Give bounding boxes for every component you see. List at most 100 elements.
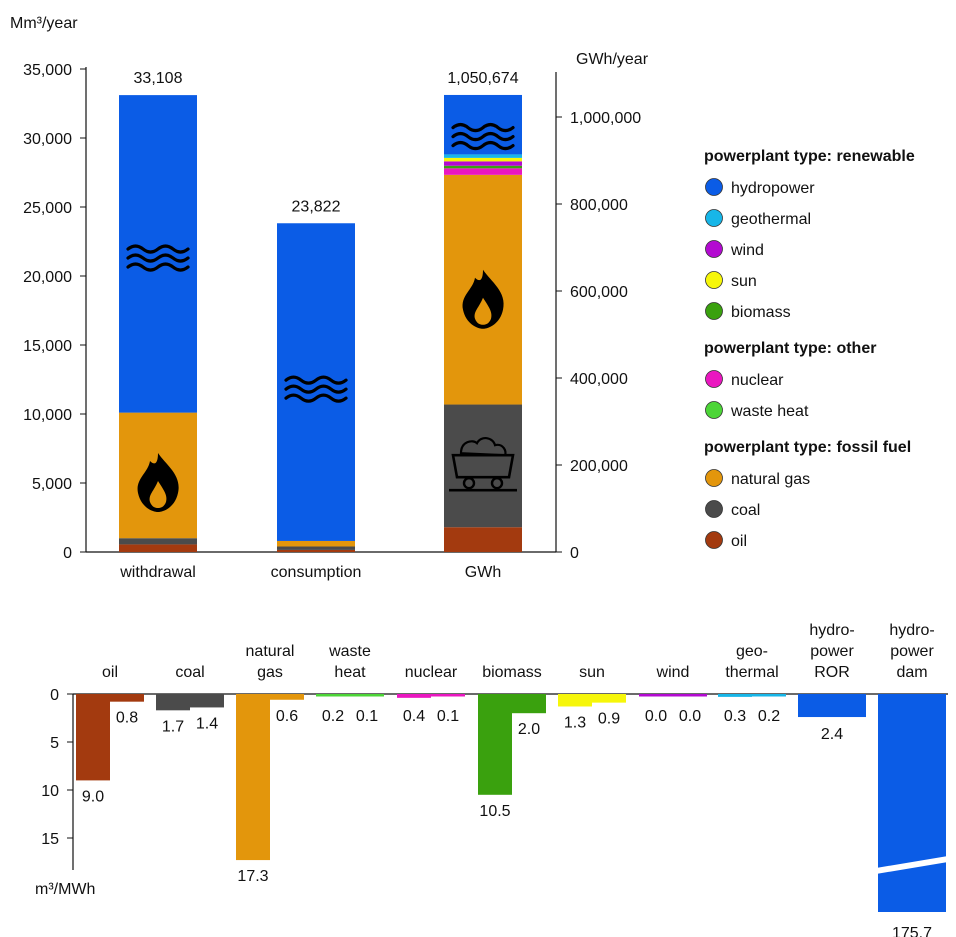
wave-line <box>284 393 348 403</box>
bar-value-label: 0.8 <box>116 710 138 727</box>
bar-value-label: 0.4 <box>403 708 425 725</box>
legend-swatch-natural-gas <box>705 469 723 487</box>
bar-geo-thermal-withdrawal <box>718 694 752 697</box>
bottom-tick-label: 0 <box>50 687 59 704</box>
legend-label-geothermal: geothermal <box>731 211 811 228</box>
bar-value-label: 0.3 <box>724 708 746 725</box>
bar-value-label: 17.3 <box>237 868 268 885</box>
group-label-geo-thermal: geo- <box>736 643 768 660</box>
bar-segment-gwh-sun <box>444 157 522 162</box>
bar-natural-gas-withdrawal <box>236 694 270 861</box>
wave-line <box>284 384 348 394</box>
bar-waste-heat-withdrawal <box>316 694 350 697</box>
group-label-nuclear: nuclear <box>405 664 458 681</box>
legend-label-wind: wind <box>730 242 764 259</box>
bar-value-label: 0.0 <box>645 708 667 725</box>
bar-total-label: 33,108 <box>134 70 183 87</box>
axis-break-marker <box>876 856 948 874</box>
right-tick-label: 400,000 <box>570 371 628 388</box>
left-tick-label: 20,000 <box>23 269 72 286</box>
wave-line <box>451 140 515 151</box>
bar-value-label: 0.9 <box>598 711 620 728</box>
bar-value-label: 2.0 <box>518 721 540 738</box>
right-tick-label: 800,000 <box>570 197 628 214</box>
category-label-withdrawal: withdrawal <box>119 564 196 581</box>
left-tick-label: 30,000 <box>23 131 72 148</box>
cart-body <box>451 453 515 479</box>
group-label-oil: oil <box>102 664 118 681</box>
bar-segment-gwh-biomass <box>444 165 522 169</box>
legend-label-nuclear: nuclear <box>731 372 784 389</box>
bar-geo-thermal-consumption <box>752 694 786 697</box>
legend-label-biomass: biomass <box>731 304 791 321</box>
bar-segment-withdrawal-oil <box>119 544 197 552</box>
bar-value-label: 0.1 <box>356 708 378 725</box>
bar-wind-consumption <box>673 694 707 697</box>
flame-inner <box>474 297 492 325</box>
cart-wheel <box>462 476 476 490</box>
wave-line <box>126 253 190 263</box>
bar-hydro-power-ror <box>798 694 866 718</box>
bar-value-label: 175.7 <box>892 925 932 937</box>
bottom-tick-label: 5 <box>50 735 59 752</box>
bar-hydro-power-dam <box>878 694 946 912</box>
bar-wind-withdrawal <box>639 694 673 697</box>
left-tick-label: 35,000 <box>23 62 72 79</box>
legend-swatch-geothermal <box>705 209 723 227</box>
bar-value-label: 1.4 <box>196 715 218 732</box>
bar-segment-gwh-oil <box>444 527 522 552</box>
bottom-tick-label: 15 <box>41 831 59 848</box>
right-tick-label: 1,000,000 <box>570 110 641 127</box>
wave-line <box>126 244 190 254</box>
bar-value-label: 10.5 <box>479 803 510 820</box>
group-label-natural-gas: gas <box>257 664 283 681</box>
legend-label-hydropower: hydropower <box>731 180 815 197</box>
right-tick-label: 200,000 <box>570 458 628 475</box>
bar-segment-withdrawal-coal <box>119 538 197 545</box>
bar-value-label: 9.0 <box>82 788 104 805</box>
coal-pile <box>459 437 507 457</box>
group-label-hydro-power-ror: power <box>810 643 854 660</box>
bar-segment-consumption-natural-gas <box>277 540 355 547</box>
left-tick-label: 15,000 <box>23 338 72 355</box>
bar-segment-gwh-nuclear <box>444 168 522 175</box>
flame-inner <box>149 481 167 508</box>
right-tick-label: 0 <box>570 545 579 562</box>
bar-value-label: 0.6 <box>276 708 298 725</box>
bar-coal-consumption <box>190 694 224 708</box>
left-tick-label: 5,000 <box>32 476 72 493</box>
flame-icon <box>137 453 179 512</box>
group-label-wind: wind <box>656 664 690 681</box>
cart-wheel <box>490 476 504 490</box>
bar-value-label: 2.4 <box>821 726 843 743</box>
legend-heading: powerplant type: renewable <box>704 148 915 165</box>
group-label-biomass: biomass <box>482 664 542 681</box>
legend-swatch-hydropower <box>705 178 723 196</box>
bottom-water-intensity-chart: 0 5 10 15 m³/MWh oil 9.0 0.8 coal 1.7 1.4 natural ga… <box>35 622 948 937</box>
legend-swatch-oil <box>705 531 723 549</box>
wave-line <box>284 375 348 385</box>
bar-biomass-consumption <box>512 694 546 714</box>
bar-nuclear-withdrawal <box>397 694 431 698</box>
legend-swatch-waste-heat <box>705 401 723 419</box>
bottom-axis-label: m³/MWh <box>35 881 95 898</box>
water-waves-icon <box>126 244 190 272</box>
right-tick-label: 600,000 <box>570 284 628 301</box>
flame-icon <box>462 269 504 329</box>
legend-label-natural-gas: natural gas <box>731 471 810 488</box>
bar-segment-gwh-wind <box>444 161 522 166</box>
group-label-hydro-power-ror: ROR <box>814 664 850 681</box>
group-label-hydro-power-dam: hydro- <box>889 622 934 639</box>
legend-swatch-nuclear <box>705 370 723 388</box>
bar-oil-consumption <box>110 694 144 702</box>
left-axis-label: Mm³/year <box>10 15 78 32</box>
bottom-tick-label: 10 <box>41 783 59 800</box>
bar-total-label: 1,050,674 <box>447 70 518 87</box>
left-tick-label: 25,000 <box>23 200 72 217</box>
wave-line <box>126 262 190 272</box>
legend-heading: powerplant type: fossil fuel <box>704 439 911 456</box>
legend-label-oil: oil <box>731 533 747 550</box>
legend-label-sun: sun <box>731 273 757 290</box>
category-label-gwh: GWh <box>465 564 501 581</box>
bar-value-label: 0.0 <box>679 708 701 725</box>
